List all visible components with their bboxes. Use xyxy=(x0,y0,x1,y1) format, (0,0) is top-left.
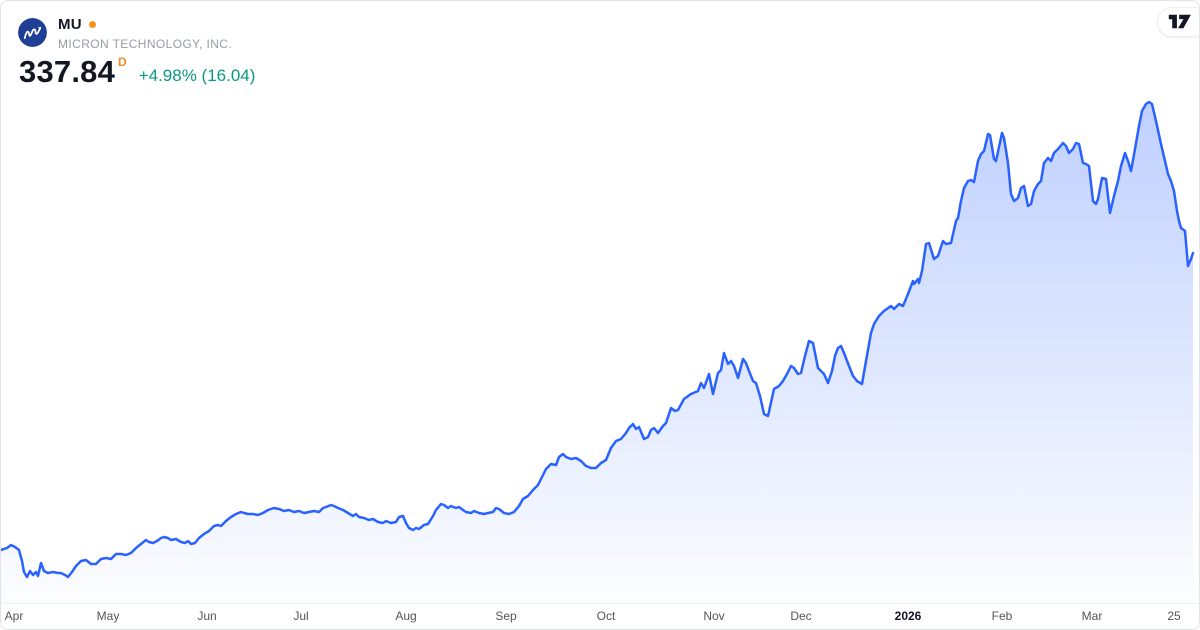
company-name: MICRON TECHNOLOGY, INC. xyxy=(58,37,233,51)
micron-logo-arrowhead xyxy=(37,26,42,31)
interval-badge: D xyxy=(118,55,127,69)
price-area-fill xyxy=(1,102,1193,605)
tradingview-icon xyxy=(1168,14,1191,29)
price-line xyxy=(1,100,1195,579)
x-tick-aug: Aug xyxy=(395,609,417,623)
x-tick-apr: Apr xyxy=(4,609,24,623)
price-change: +4.98% (16.04) xyxy=(138,66,256,85)
x-tick-2026: 2026 xyxy=(894,609,922,623)
micron-logo-squiggle xyxy=(23,28,41,40)
x-axis: Apr May Jun Jul Aug Sep Oct Nov Dec 2026 Feb Mar 25 xyxy=(1,603,1199,629)
x-tick-may: May xyxy=(96,609,120,623)
x-tick-oct: Oct xyxy=(596,609,616,623)
x-tick-feb: Feb xyxy=(991,609,1013,623)
x-tick-25: 25 xyxy=(1167,609,1181,623)
market-status-dot xyxy=(88,20,96,28)
symbol-header: MU MICRON TECHNOLOGY, INC. 337.84 D +4.9… xyxy=(18,15,255,87)
x-tick-jun: Jun xyxy=(197,609,217,623)
x-tick-dec: Dec xyxy=(790,609,812,623)
symbol-ticker[interactable]: MU xyxy=(58,15,82,33)
x-tick-nov: Nov xyxy=(703,609,725,623)
x-tick-sep: Sep xyxy=(495,609,517,623)
last-price: 337.84 xyxy=(19,54,116,89)
x-tick-jul: Jul xyxy=(293,609,309,623)
x-tick-mar: Mar xyxy=(1081,609,1103,623)
micron-logo[interactable] xyxy=(18,18,47,47)
tradingview-logo-button[interactable] xyxy=(1157,7,1199,37)
